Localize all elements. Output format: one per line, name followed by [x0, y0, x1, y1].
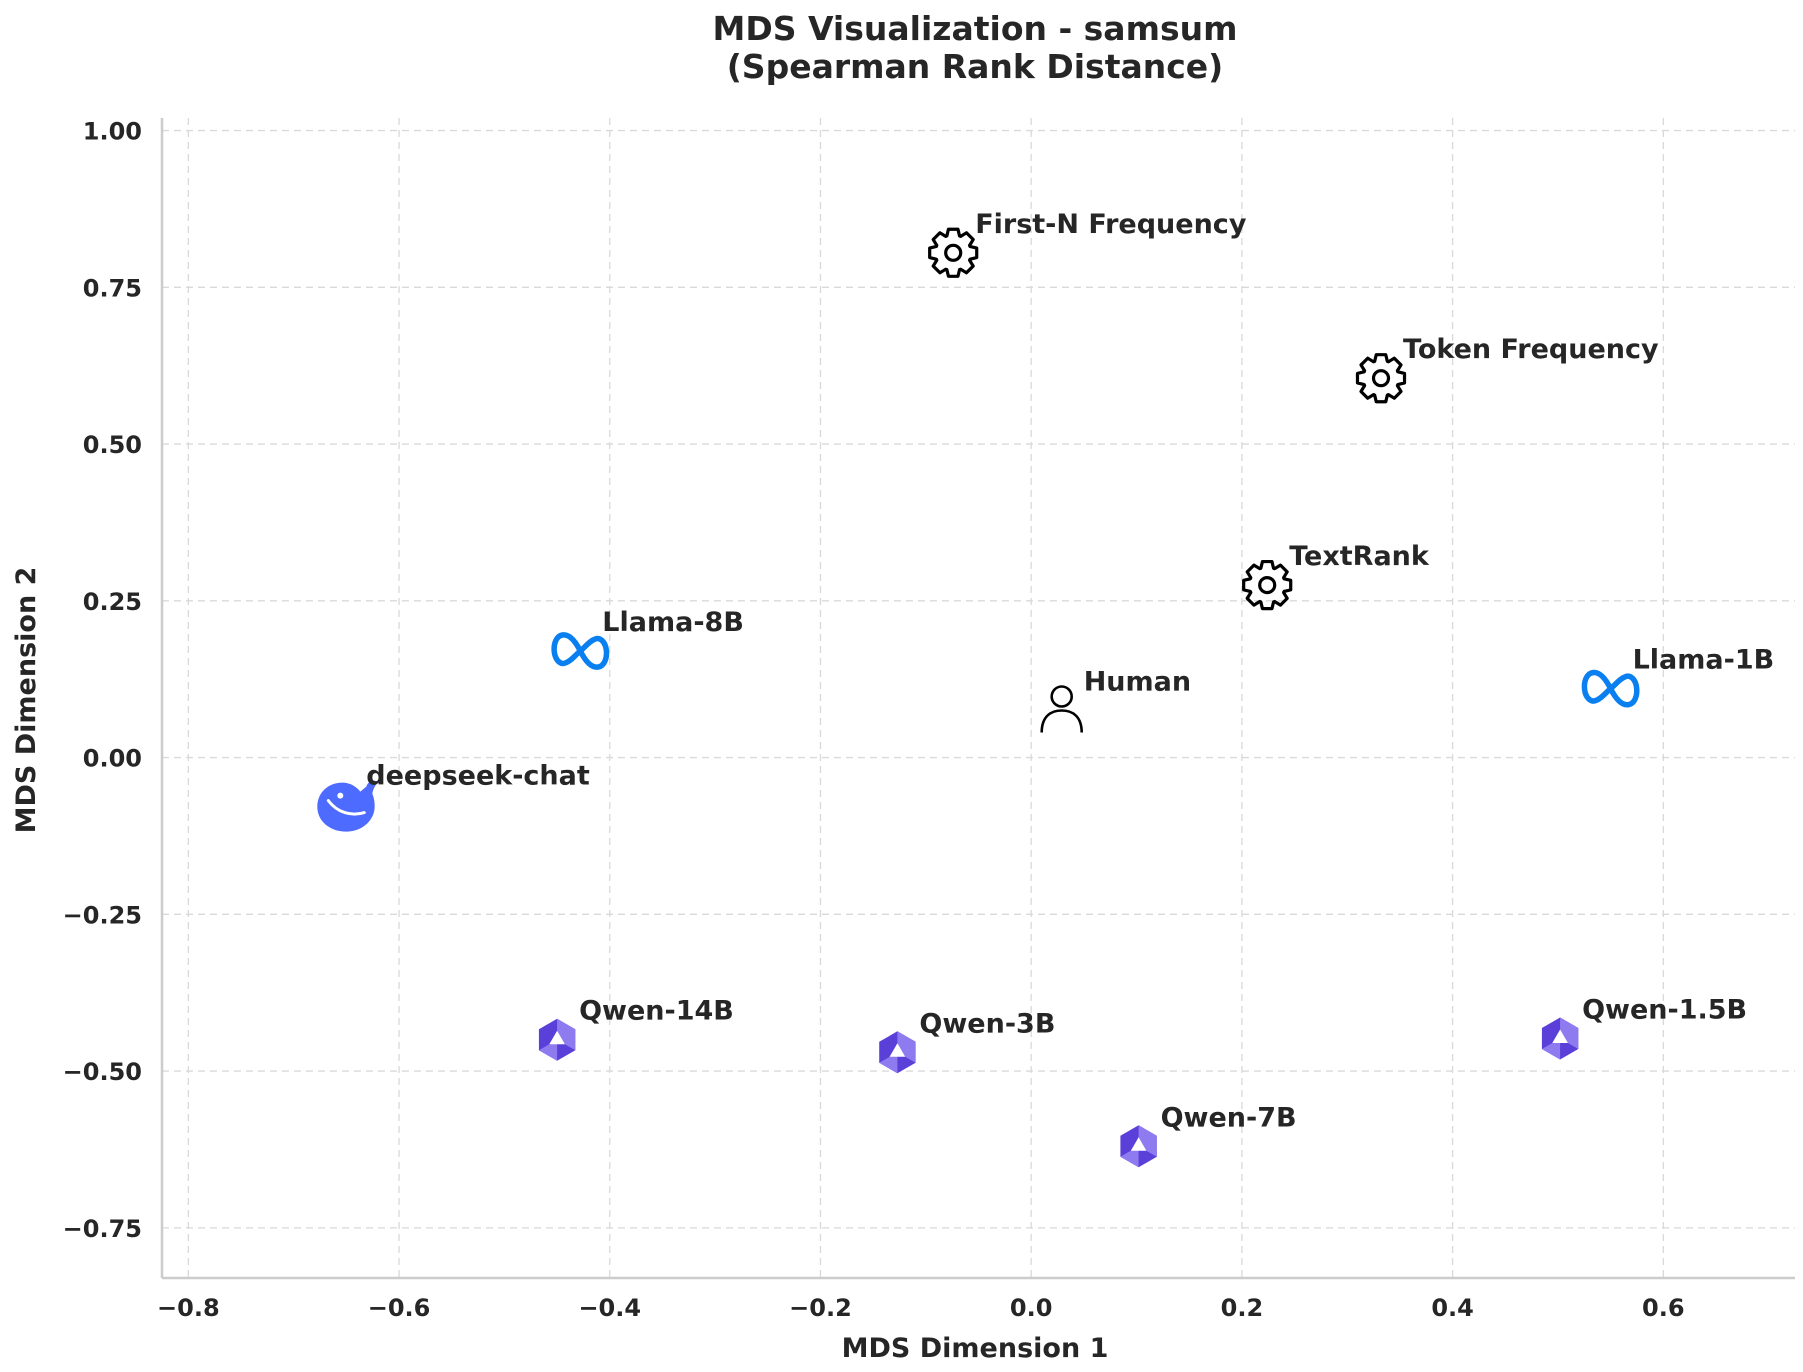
- point-label-first-n-frequency: First-N Frequency: [975, 209, 1247, 240]
- x-tick-label: 0.4: [1431, 1294, 1474, 1322]
- point-label-qwen-14b: Qwen-14B: [579, 996, 734, 1027]
- chart-title-line-1: MDS Visualization - samsum: [712, 9, 1237, 48]
- y-tick-label: −0.50: [63, 1058, 142, 1086]
- point-first-n-frequency-gear-icon: [928, 227, 979, 278]
- point-qwen-1-5b-qwen-icon: [1541, 1017, 1579, 1060]
- point-label-qwen-3b: Qwen-3B: [919, 1008, 1055, 1039]
- point-label-token-frequency: Token Frequency: [1403, 334, 1659, 365]
- point-label-human: Human: [1084, 667, 1191, 698]
- point-textrank-gear-icon: [1242, 559, 1293, 611]
- x-tick-label: −0.8: [157, 1294, 220, 1322]
- chart-title: MDS Visualization - samsum (Spearman Ran…: [712, 9, 1237, 86]
- y-tick-label: 1.00: [83, 118, 142, 146]
- y-tick-label: −0.75: [63, 1215, 142, 1243]
- y-tick-label: 0.00: [83, 745, 142, 773]
- x-tick-label: 0.2: [1221, 1294, 1264, 1322]
- point-llama-8b-meta-icon: [551, 632, 610, 670]
- point-label-qwen-1-5b: Qwen-1.5B: [1582, 995, 1747, 1026]
- point-label-textrank: TextRank: [1289, 541, 1430, 572]
- point-label-deepseek-chat: deepseek-chat: [366, 761, 590, 792]
- x-tick-label: −0.4: [578, 1294, 641, 1322]
- x-tick-label: 0.0: [1010, 1294, 1053, 1322]
- point-deepseek-chat-deepseek-icon: [317, 780, 379, 832]
- x-tick-label: 0.6: [1642, 1294, 1685, 1322]
- point-label-llama-8b: Llama-8B: [602, 607, 744, 638]
- point-label-qwen-7b: Qwen-7B: [1161, 1102, 1297, 1133]
- data-points: First-N Frequency Token Frequency TextRank…: [317, 209, 1774, 1168]
- chart-title-line-2: (Spearman Rank Distance): [727, 47, 1224, 86]
- x-axis-ticks: −0.8 −0.6 −0.4 −0.2 0.0 0.2 0.4 0.6: [157, 1294, 1685, 1322]
- point-qwen-3b-qwen-icon: [879, 1031, 916, 1074]
- axes-spines: [160, 118, 1795, 1280]
- y-tick-label: 0.75: [83, 274, 142, 302]
- y-tick-label: 0.25: [83, 588, 142, 616]
- point-token-frequency-gear-icon: [1355, 353, 1407, 404]
- point-human-person-icon: [1040, 685, 1083, 733]
- point-qwen-7b-qwen-icon: [1120, 1125, 1157, 1168]
- x-tick-label: −0.2: [789, 1294, 852, 1322]
- x-axis-label: MDS Dimension 1: [842, 1333, 1109, 1364]
- y-axis-label: MDS Dimension 2: [11, 567, 42, 834]
- point-llama-1b-meta-icon: [1581, 669, 1640, 708]
- grid: [162, 118, 1795, 1278]
- y-tick-label: 0.50: [83, 431, 142, 459]
- x-tick-label: −0.6: [368, 1294, 431, 1322]
- y-axis-ticks: 1.00 0.75 0.50 0.25 0.00 −0.25 −0.50 −0.75: [63, 118, 142, 1243]
- y-tick-label: −0.25: [63, 901, 142, 929]
- point-label-llama-1b: Llama-1B: [1633, 645, 1775, 676]
- point-qwen-14b-qwen-icon: [538, 1018, 576, 1061]
